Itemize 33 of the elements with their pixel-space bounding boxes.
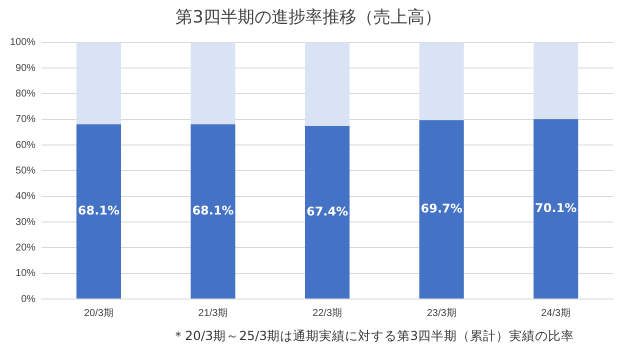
bar bbox=[190, 124, 236, 298]
y-tick-label: 60% bbox=[16, 140, 36, 151]
text: ＊20/3期～25/3期は通期実績に対する第3四半期（累計）実績の比率 bbox=[172, 327, 576, 345]
bar bbox=[419, 120, 464, 298]
bar bbox=[76, 124, 122, 298]
x-tick-label: 23/3期 bbox=[426, 306, 456, 319]
data-label: 69.7% bbox=[420, 201, 462, 216]
y-tick-label: 90% bbox=[16, 62, 36, 74]
data-label: 68.1% bbox=[192, 204, 234, 218]
bar bbox=[76, 42, 122, 124]
bar bbox=[190, 42, 236, 124]
y-tick-label: 30% bbox=[16, 216, 36, 228]
data-label: 68.1% bbox=[78, 204, 120, 218]
y-tick-label: 50% bbox=[16, 165, 36, 176]
x-tick-label: 20/3期 bbox=[84, 306, 114, 319]
x-tick-label: 21/3期 bbox=[198, 306, 228, 319]
chart-title: 第3四半期の進捗率推移（売上高） bbox=[176, 8, 442, 28]
bar bbox=[305, 42, 350, 126]
y-tick-label: 80% bbox=[16, 88, 36, 100]
x-tick-label: 22/3期 bbox=[312, 306, 342, 319]
bar bbox=[419, 42, 464, 120]
x-tick-label: 24/3期 bbox=[541, 306, 571, 319]
bar bbox=[534, 119, 578, 298]
data-label: 67.4% bbox=[306, 204, 348, 218]
y-tick-label: 70% bbox=[16, 114, 36, 126]
y-tick-label: 100% bbox=[10, 37, 36, 48]
data-label: 70.1% bbox=[535, 200, 577, 215]
y-tick-label: 40% bbox=[16, 191, 36, 202]
bar bbox=[534, 42, 578, 120]
bar bbox=[305, 126, 350, 298]
y-tick-label: 20% bbox=[16, 242, 36, 254]
y-tick-label: 10% bbox=[16, 268, 36, 280]
y-tick-label: 0% bbox=[21, 294, 36, 305]
